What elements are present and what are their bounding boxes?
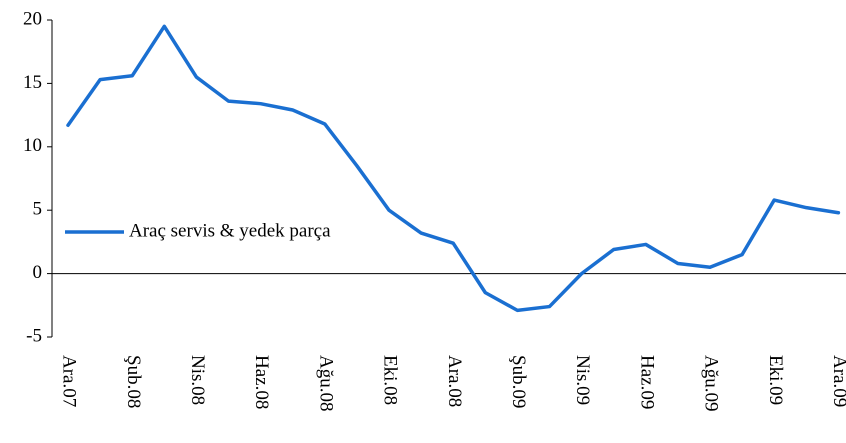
x-tick-label: Ağu.08 — [315, 355, 336, 411]
x-tick-label: Ara.09 — [829, 355, 846, 407]
x-tick-label: Şub.09 — [508, 355, 529, 408]
x-tick-label: Ağu.09 — [701, 355, 722, 411]
legend-label: Araç servis & yedek parça — [129, 220, 331, 241]
y-tick-label: 5 — [33, 199, 43, 220]
y-tick-label: 10 — [23, 135, 42, 156]
x-tick-label: Haz.09 — [636, 355, 657, 409]
x-tick-label: Ara.08 — [444, 355, 465, 407]
y-tick-label: 15 — [23, 72, 42, 93]
y-tick-label: 0 — [33, 262, 43, 283]
x-tick-label: Şub.08 — [123, 355, 144, 408]
line-series — [66, 24, 841, 313]
x-tick-label: Ara.07 — [59, 355, 80, 407]
y-tick-label: 20 — [23, 8, 42, 29]
y-tick-label: -5 — [26, 325, 42, 346]
x-tick-label: Haz.08 — [251, 355, 272, 409]
x-tick-label: Nis.08 — [187, 355, 208, 405]
x-tick-label: Eki.08 — [380, 355, 401, 405]
x-tick-label: Eki.09 — [765, 355, 786, 405]
x-tick-label: Nis.09 — [572, 355, 593, 405]
